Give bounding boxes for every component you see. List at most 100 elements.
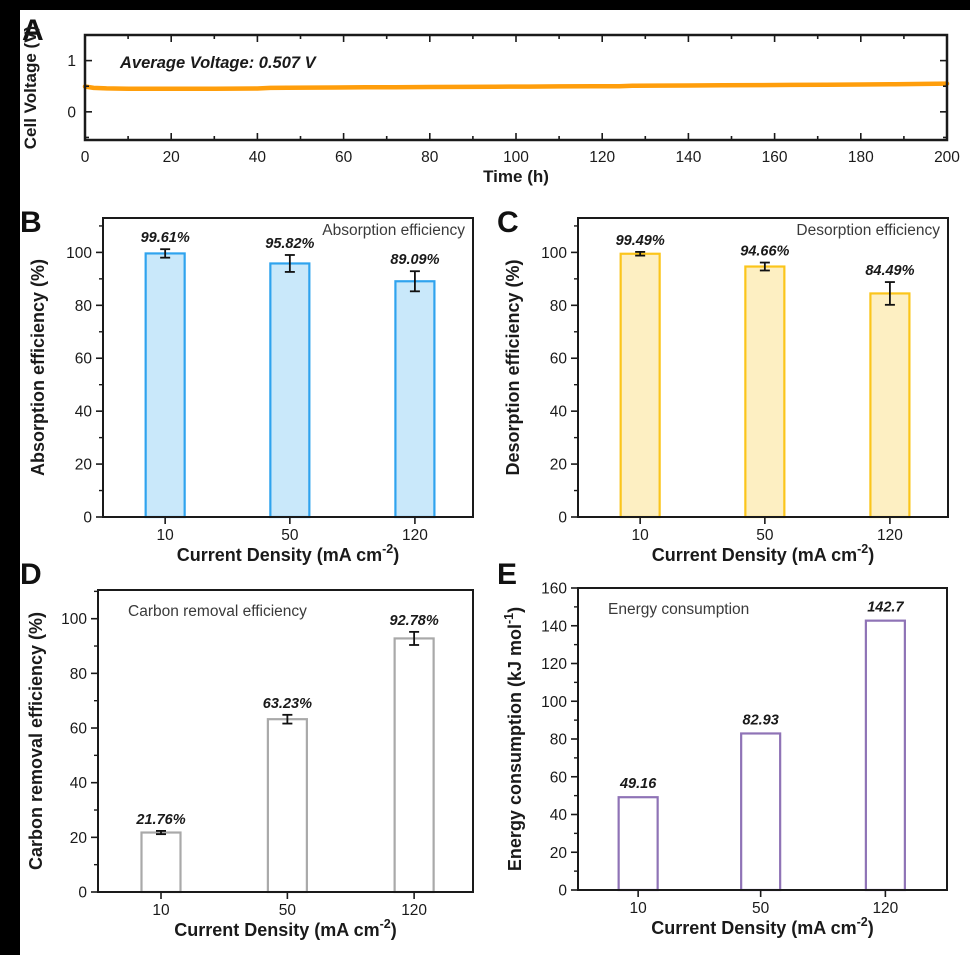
value-label: 99.49%: [616, 233, 665, 249]
y-tick-label: 160: [541, 581, 567, 598]
x-tick-label: 50: [756, 527, 774, 544]
bar-120: [864, 619, 906, 892]
y-tick-label: 120: [541, 656, 567, 673]
y-tick-label: 20: [70, 830, 88, 847]
error-bars: [635, 250, 895, 306]
panel-d-carbon-removal-chart: 0 20 40 60 80 100 10 50 120 21.76% 63.23% 92.78% Car…: [26, 589, 474, 940]
y-axis: 0 20 40 60 80 100: [61, 590, 98, 902]
y-tick-label: 0: [558, 883, 567, 900]
axis-frame: [97, 589, 474, 893]
value-labels: 99.61% 95.82% 89.09%: [141, 230, 440, 268]
y-tick-label: 40: [70, 775, 88, 792]
x-axis-title: Current Density (mA cm-2): [652, 542, 875, 565]
bars: [619, 252, 911, 519]
y-tick-label: 60: [550, 769, 568, 786]
y-tick-label: 60: [70, 721, 88, 738]
y-axis: 0 20 40 60 80 100: [541, 225, 578, 527]
x-tick-label: 10: [152, 902, 170, 919]
bar-50: [744, 265, 786, 519]
x-axis: 10 50 120: [157, 517, 428, 544]
bar-120: [869, 292, 911, 519]
y-tick-label: 80: [75, 298, 93, 315]
figure-canvas: A 0 20 40 60 80 100 120 140 160 180 200 0 1 Average V…: [20, 10, 970, 955]
x-tick-label: 80: [421, 149, 439, 166]
value-label: 95.82%: [265, 236, 314, 252]
bars: [140, 637, 435, 894]
legend-label: Carbon removal efficiency: [128, 603, 307, 620]
y-axis-title: Cell Voltage (V): [21, 26, 40, 149]
value-label: 84.49%: [865, 263, 914, 279]
y-tick-label: 80: [550, 732, 568, 749]
x-tick-label: 120: [401, 902, 427, 919]
y-axis-title: Desorption efficiency (%): [503, 259, 523, 475]
x-tick-label: 120: [872, 900, 898, 917]
x-tick-label: 40: [249, 149, 267, 166]
bar-10: [617, 796, 659, 892]
value-labels: 99.49% 94.66% 84.49%: [616, 233, 915, 279]
y-tick-label: 0: [83, 510, 92, 527]
value-label: 21.76%: [135, 812, 185, 828]
x-tick-label: 0: [81, 149, 90, 166]
x-tick-label: 180: [848, 149, 874, 166]
x-tick-label: 60: [335, 149, 353, 166]
x-tick-label: 120: [402, 527, 428, 544]
x-tick-label: 120: [589, 149, 615, 166]
y-axis-title: Carbon removal efficiency (%): [26, 612, 46, 870]
x-tick-label: 10: [157, 527, 175, 544]
bar-50: [740, 732, 782, 892]
legend-label: Energy consumption: [608, 601, 749, 618]
panel-c-desorption-chart: 0 20 40 60 80 100 10 50 120 99.49% 94.66% 84.49% Des…: [503, 217, 949, 565]
panel-label-c: C: [497, 206, 519, 239]
y-tick-label: 0: [67, 104, 76, 121]
x-tick-label: 160: [762, 149, 788, 166]
x-tick-label: 10: [630, 900, 648, 917]
bar-50: [266, 718, 308, 894]
y-tick-label: 40: [550, 404, 568, 421]
y-tick-label: 60: [550, 351, 568, 368]
y-axis: 01: [67, 53, 947, 139]
x-tick-label: 200: [934, 149, 960, 166]
bar-120: [393, 637, 435, 894]
bar-10: [140, 831, 182, 894]
bars: [144, 252, 436, 519]
value-label: 82.93: [743, 712, 779, 728]
bar-120: [394, 280, 436, 519]
x-axis-title: Time (h): [483, 167, 549, 186]
y-axis-title: Energy consumption (kJ mol-1): [502, 607, 525, 871]
y-tick-label: 0: [78, 885, 87, 902]
x-axis-title: Current Density (mA cm-2): [177, 542, 400, 565]
average-voltage-annotation: Average Voltage: 0.507 V: [119, 54, 318, 72]
axis-frame: [102, 217, 474, 518]
y-tick-label: 40: [550, 807, 568, 824]
y-tick-label: 60: [75, 351, 93, 368]
x-tick-label: 10: [632, 527, 650, 544]
y-tick-label: 80: [550, 298, 568, 315]
value-label: 92.78%: [390, 613, 439, 629]
bar-10: [619, 252, 661, 519]
y-tick-label: 100: [61, 611, 87, 628]
voltage-line: [82, 81, 950, 92]
value-label: 142.7: [867, 600, 904, 616]
y-tick-label: 140: [541, 618, 567, 635]
y-tick-label: 80: [70, 666, 88, 683]
bars: [617, 619, 906, 892]
y-tick-label: 20: [550, 457, 568, 474]
value-label: 89.09%: [390, 252, 439, 268]
y-axis: 0 20 40 60 80 100 120 140 160: [541, 581, 578, 900]
error-bars: [156, 630, 420, 836]
panel-label-e: E: [497, 558, 518, 591]
value-label: 63.23%: [263, 696, 312, 712]
panel-label-a: A: [22, 14, 44, 47]
panel-label-d: D: [20, 558, 42, 591]
value-label: 49.16: [619, 776, 657, 792]
y-tick-label: 100: [66, 245, 92, 262]
value-label: 94.66%: [740, 244, 789, 260]
x-tick-label: 50: [281, 527, 299, 544]
x-axis: 10 50 120: [632, 517, 903, 544]
x-tick-label: 50: [279, 902, 297, 919]
x-axis-title: Current Density (mA cm-2): [651, 915, 874, 938]
x-tick-label: 140: [675, 149, 701, 166]
x-tick-label: 120: [877, 527, 903, 544]
